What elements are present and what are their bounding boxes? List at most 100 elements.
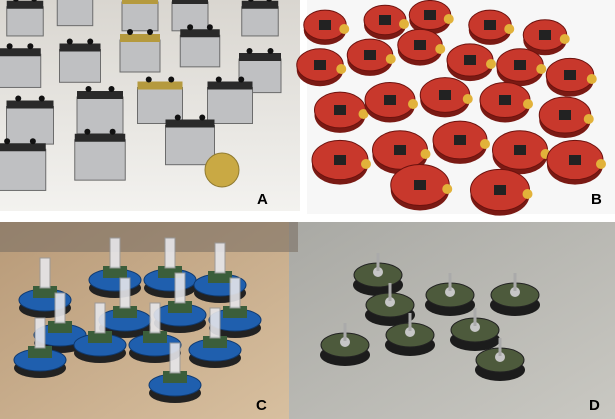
robot-part bbox=[498, 338, 502, 356]
robot-part bbox=[149, 302, 161, 334]
robot-part bbox=[163, 371, 187, 383]
robot-part bbox=[208, 271, 232, 283]
robot-part bbox=[203, 336, 227, 348]
wall-c bbox=[0, 222, 298, 252]
robot-part bbox=[172, 0, 208, 4]
robot-part bbox=[473, 308, 477, 326]
panel-label: D bbox=[589, 397, 600, 414]
robot-part bbox=[6, 43, 13, 50]
robot-part bbox=[34, 317, 46, 349]
robot-part bbox=[94, 302, 106, 334]
robot-part bbox=[174, 272, 186, 304]
robot-part bbox=[59, 49, 101, 83]
robot-part bbox=[206, 24, 213, 31]
robot-part bbox=[373, 267, 383, 277]
robot-part bbox=[470, 322, 480, 332]
robot-part bbox=[88, 331, 112, 343]
robot-part bbox=[388, 283, 392, 301]
robot-part bbox=[0, 148, 47, 191]
robot-part bbox=[364, 50, 376, 60]
robot-part bbox=[238, 76, 245, 83]
robot-part bbox=[514, 60, 526, 70]
panel-label: A bbox=[257, 191, 268, 208]
robot-part bbox=[15, 95, 22, 102]
robot-part bbox=[174, 114, 181, 121]
robot-part bbox=[33, 286, 57, 298]
robot-part bbox=[39, 257, 51, 289]
robot-part bbox=[405, 327, 415, 337]
robot-part bbox=[119, 277, 131, 309]
robot-part bbox=[204, 152, 240, 188]
robot-part bbox=[376, 253, 380, 271]
robot-part bbox=[6, 100, 54, 109]
robot-part bbox=[514, 145, 526, 155]
robot-part bbox=[248, 0, 254, 2]
robot-part bbox=[239, 53, 281, 61]
robot-part bbox=[76, 96, 124, 135]
panel-label: B bbox=[591, 191, 602, 208]
robot-part bbox=[108, 86, 115, 92]
robot-part bbox=[480, 139, 490, 149]
robot-part bbox=[31, 0, 37, 2]
robot-part bbox=[596, 159, 606, 169]
robots bbox=[0, 0, 606, 403]
robot-part bbox=[385, 297, 395, 307]
robot-part bbox=[137, 81, 183, 90]
robot-part bbox=[499, 95, 511, 105]
robot-part bbox=[121, 1, 159, 32]
robot-part bbox=[379, 15, 391, 25]
robot-part bbox=[207, 81, 253, 90]
robot-part bbox=[199, 114, 206, 121]
robot-part bbox=[56, 0, 94, 27]
robot-part bbox=[215, 76, 222, 83]
robot-part bbox=[385, 54, 396, 64]
robot-part bbox=[214, 242, 226, 274]
robot-part bbox=[113, 306, 137, 318]
robot-part bbox=[494, 185, 506, 195]
robot-part bbox=[180, 29, 220, 38]
robot-part bbox=[85, 86, 92, 92]
robot-part bbox=[559, 34, 570, 44]
robot-part bbox=[6, 6, 44, 37]
robot-part bbox=[408, 99, 418, 109]
robot-part bbox=[109, 237, 121, 269]
robot-part bbox=[27, 43, 34, 50]
robot-part bbox=[414, 180, 426, 190]
robot-part bbox=[109, 128, 116, 135]
robot-part bbox=[334, 105, 346, 115]
robot-part bbox=[343, 323, 347, 341]
robot-part bbox=[38, 95, 45, 102]
robot-part bbox=[495, 352, 505, 362]
robot-part bbox=[6, 0, 44, 9]
robot-part bbox=[319, 20, 331, 30]
robot-part bbox=[147, 29, 153, 35]
robot-part bbox=[267, 48, 274, 54]
robot-part bbox=[29, 138, 36, 145]
robot-part bbox=[539, 30, 551, 40]
robot-part bbox=[4, 138, 11, 145]
robot-part bbox=[0, 53, 42, 88]
robot-part bbox=[513, 273, 517, 291]
robot-part bbox=[484, 20, 496, 30]
robot-part bbox=[127, 29, 133, 35]
robot-part bbox=[361, 159, 371, 169]
panel-label: C bbox=[256, 397, 267, 414]
robot-part bbox=[143, 331, 167, 343]
robot-part bbox=[223, 306, 247, 318]
robot-part bbox=[0, 48, 41, 57]
robot-part bbox=[424, 10, 436, 20]
robot-part bbox=[334, 155, 346, 165]
robot-part bbox=[399, 19, 409, 29]
robot-part bbox=[74, 133, 126, 142]
robot-part bbox=[48, 321, 72, 333]
robot-part bbox=[119, 39, 161, 73]
robot-part bbox=[0, 143, 46, 152]
robot-part bbox=[336, 64, 347, 74]
robot-part bbox=[486, 59, 496, 69]
robot-part bbox=[445, 287, 455, 297]
robot-part bbox=[54, 292, 66, 324]
photo-d bbox=[289, 222, 615, 419]
robot-part bbox=[510, 287, 520, 297]
robot-part bbox=[435, 44, 446, 54]
